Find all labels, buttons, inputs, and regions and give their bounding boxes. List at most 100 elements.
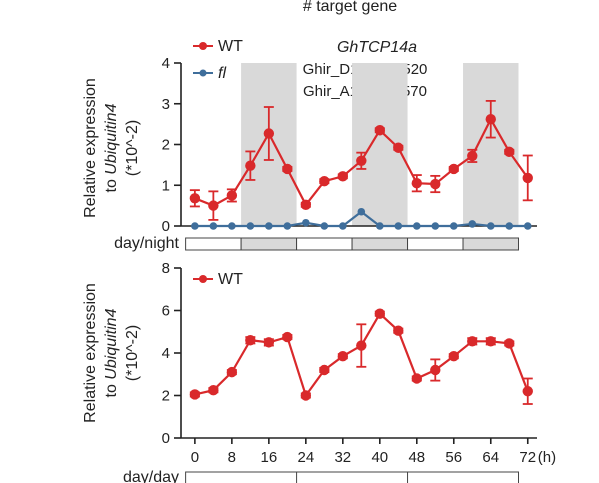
data-point: [411, 373, 422, 384]
y-tick-label: 4: [162, 55, 170, 72]
data-point: [208, 384, 219, 396]
legend-entry: WT: [218, 271, 243, 288]
data-point: [374, 308, 386, 319]
data-point: [209, 222, 218, 230]
gene-name: GhTCP14a: [337, 39, 417, 56]
y-tick-label: 3: [162, 96, 170, 113]
y-axis-label-line: to Ubiquitin4: [103, 103, 120, 192]
data-point: [449, 222, 458, 230]
data-point: [226, 366, 238, 378]
data-point: [319, 175, 330, 187]
data-point: [245, 160, 256, 171]
data-point: [356, 155, 367, 166]
y-axis-label-line: (*10^-2): [124, 325, 141, 381]
data-point: [374, 125, 386, 136]
legend-entry: fl: [218, 65, 226, 82]
y-axis-label-part: to: [103, 175, 120, 193]
data-point: [505, 222, 514, 230]
data-point: [319, 364, 330, 376]
data-point: [300, 390, 312, 401]
data-point: [226, 190, 238, 201]
series-fl: [191, 207, 532, 230]
y-axis-label-gene: Ubiquitin4: [103, 308, 120, 379]
x-tick-label: 0: [191, 449, 199, 466]
y-tick-label: 6: [162, 303, 170, 320]
y-tick-label: 2: [162, 388, 170, 405]
x-tick-label: 48: [408, 449, 425, 466]
data-point: [431, 222, 440, 230]
data-point: [393, 142, 404, 153]
data-point: [300, 199, 312, 211]
dark-period-band: [463, 63, 519, 226]
data-point: [522, 386, 533, 397]
x-tick-label: 16: [261, 449, 278, 466]
data-point: [302, 218, 310, 227]
data-point: [282, 331, 293, 343]
data-point: [283, 222, 292, 230]
data-point: [486, 222, 495, 230]
condition-label: day/day: [123, 469, 179, 483]
condition-segment-dark: [462, 237, 520, 251]
data-point: [522, 172, 533, 184]
series-WT: [189, 308, 533, 405]
condition-segment-light: [296, 237, 353, 251]
condition-segment-light: [185, 471, 520, 483]
y-axis-label-part: to: [103, 380, 120, 398]
x-tick-label: 32: [334, 449, 351, 466]
y-axis-label-line: to Ubiquitin4: [103, 308, 120, 397]
data-point: [337, 350, 349, 362]
y-tick-label: 0: [162, 430, 170, 447]
y-tick-label: 2: [162, 137, 170, 154]
data-point: [412, 222, 421, 230]
data-point: [263, 128, 275, 139]
condition-segment-light: [185, 237, 242, 251]
data-point: [448, 163, 459, 175]
x-tick-label: 64: [482, 449, 499, 466]
data-point: [357, 207, 366, 216]
data-point: [485, 114, 496, 125]
data-point: [468, 220, 477, 228]
data-point: [265, 222, 273, 230]
condition-segment-dark: [351, 237, 409, 251]
data-point: [394, 222, 403, 230]
data-point: [356, 340, 367, 351]
data-point: [504, 338, 515, 349]
data-point: [282, 163, 293, 175]
legend-marker: [199, 275, 207, 283]
data-point: [191, 222, 199, 230]
data-point: [339, 222, 347, 230]
legend-marker: [199, 42, 207, 50]
y-axis-label-gene: Ubiquitin4: [103, 103, 120, 174]
legend-marker: [199, 69, 207, 77]
data-point: [430, 364, 441, 376]
y-axis-label-line: Relative expression: [82, 78, 99, 218]
y-tick-label: 0: [162, 218, 170, 235]
data-point: [523, 222, 532, 230]
data-point: [393, 325, 404, 336]
x-tick-label: 24: [297, 449, 314, 466]
condition-segment-dark: [240, 237, 298, 251]
data-point: [189, 389, 201, 400]
data-point: [411, 178, 422, 189]
data-point: [208, 200, 219, 211]
data-point: [246, 222, 255, 230]
data-point: [189, 193, 201, 204]
y-tick-label: 1: [162, 177, 170, 194]
data-point: [320, 222, 329, 230]
data-point: [485, 336, 496, 347]
x-tick-label: 72: [519, 449, 536, 466]
data-point: [467, 150, 478, 162]
series-WT: [189, 99, 533, 221]
x-tick-label: 56: [445, 449, 462, 466]
y-tick-label: 8: [162, 260, 170, 277]
data-point: [504, 146, 515, 158]
data-point: [263, 337, 275, 348]
data-point: [448, 350, 459, 362]
data-point: [376, 222, 384, 230]
y-axis-label-line: (*10^-2): [124, 120, 141, 176]
data-point: [228, 222, 236, 230]
condition-segment-light: [407, 237, 464, 251]
panel-top: 0 1 2 3 4 Relative expression to Ubiquitin4 (*1…: [82, 38, 537, 252]
